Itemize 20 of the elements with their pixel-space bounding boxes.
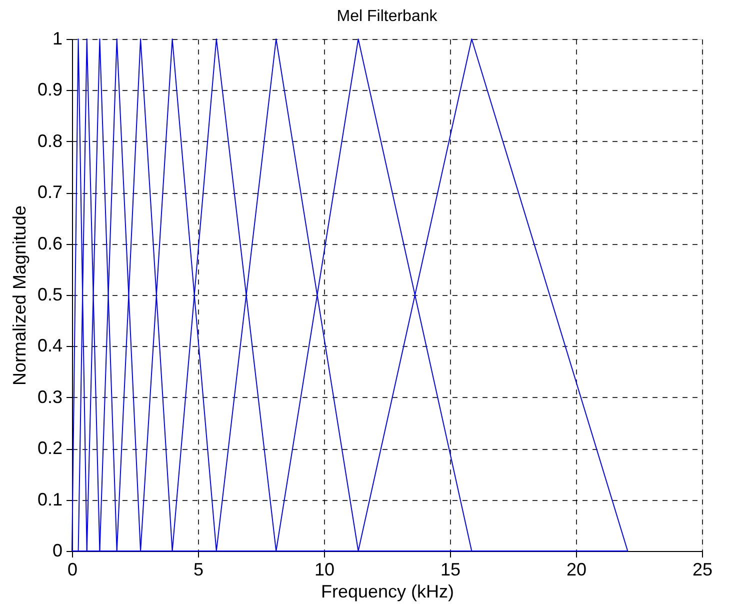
y-tick-label: 0.5: [37, 284, 62, 304]
x-tick-label: 15: [440, 560, 461, 580]
y-tick-label: 0.4: [37, 336, 62, 356]
chart-title: Mel Filterbank: [336, 8, 438, 25]
y-tick-label: 0.2: [37, 438, 62, 458]
y-tick-label: 0.6: [37, 233, 62, 254]
x-tick-label: 0: [67, 560, 78, 580]
y-tick-label: 0: [52, 540, 62, 560]
x-tick-label: 20: [566, 560, 587, 580]
y-tick-label: 0.7: [37, 182, 62, 202]
y-tick-label: 0.9: [37, 80, 62, 100]
x-axis-title: Frequency (kHz): [320, 582, 454, 602]
y-axis-title: Normalized Magnitude: [9, 205, 30, 386]
y-tick-label: 0.3: [37, 386, 62, 407]
y-tick-label: 0.1: [37, 489, 62, 510]
x-tick-label: 5: [193, 560, 204, 580]
x-tick-label: 25: [692, 560, 713, 580]
x-tick-label: 10: [314, 560, 335, 580]
y-tick-label: 1: [52, 28, 62, 48]
y-tick-label: 0.8: [37, 130, 62, 151]
